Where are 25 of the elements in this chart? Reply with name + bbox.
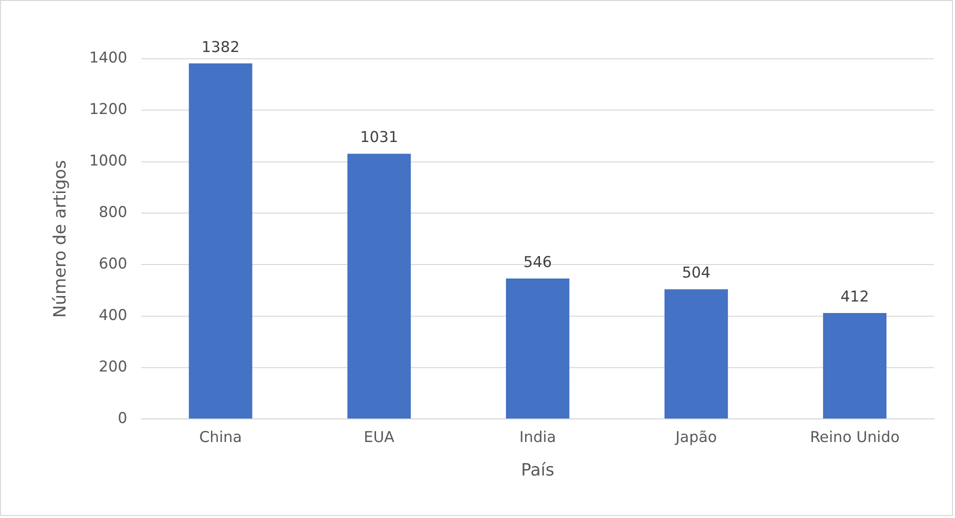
x-axis-title: País xyxy=(520,459,554,480)
y-axis-title: Número de artigos xyxy=(49,160,70,318)
x-tick-label: India xyxy=(519,428,556,446)
y-tick-label: 200 xyxy=(98,357,128,376)
y-tick-label: 600 xyxy=(98,254,128,272)
data-label: 1031 xyxy=(360,128,398,146)
y-tick-label: 800 xyxy=(98,203,128,222)
x-tick-label: Reino Unido xyxy=(810,428,900,446)
data-label: 504 xyxy=(682,264,710,282)
y-tick-label: 0 xyxy=(118,408,128,427)
y-tick-label: 1200 xyxy=(89,100,128,118)
data-label: 546 xyxy=(523,252,552,271)
bar xyxy=(506,278,570,418)
data-label: 412 xyxy=(840,287,870,306)
y-tick-label: 1400 xyxy=(89,48,128,67)
bar xyxy=(823,312,886,418)
bar xyxy=(188,63,252,418)
y-tick-label: 1000 xyxy=(89,152,128,170)
x-tick-label: EUA xyxy=(364,428,396,446)
bar xyxy=(347,154,411,418)
bar xyxy=(664,289,728,418)
y-tick-label: 400 xyxy=(98,306,128,324)
data-label: 1382 xyxy=(202,38,240,56)
x-tick-label: China xyxy=(199,428,242,446)
x-tick-label: Japão xyxy=(674,428,717,446)
